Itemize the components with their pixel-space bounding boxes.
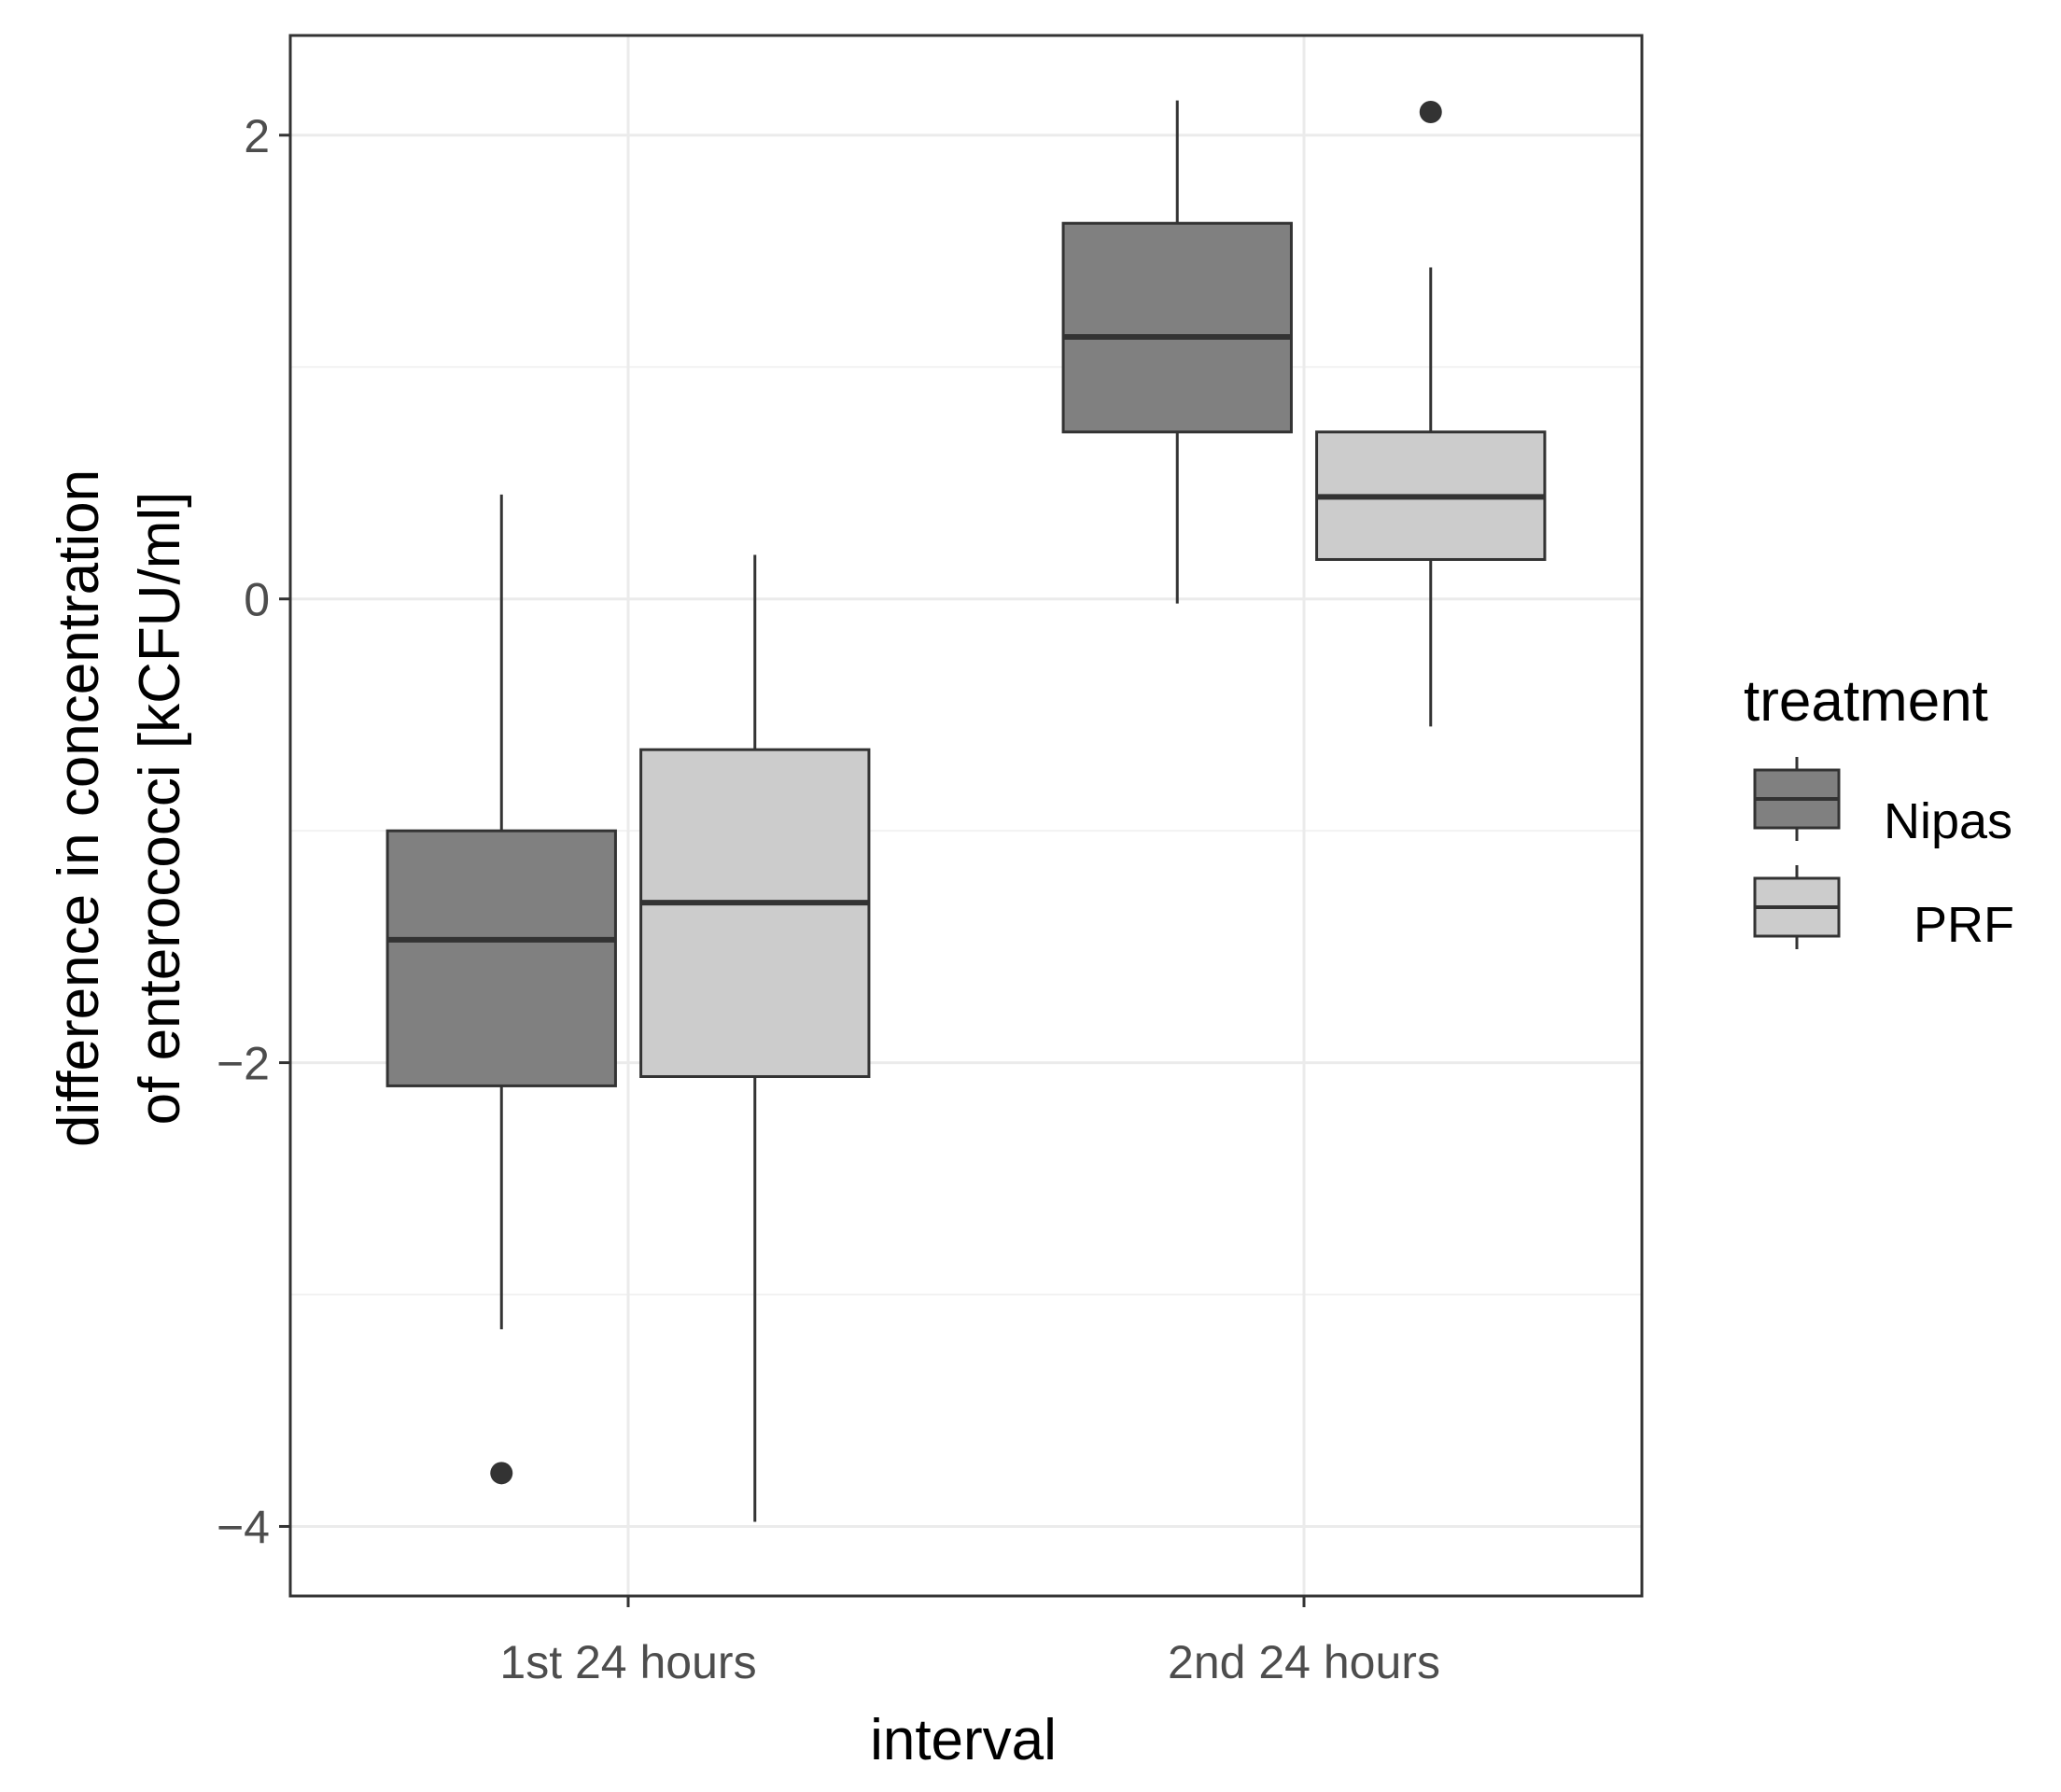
- legend-key-prf: [1753, 865, 1841, 949]
- box-prf-2: [1315, 100, 1547, 727]
- box-body: [386, 829, 617, 1087]
- panel-border: [288, 34, 1644, 1598]
- axes: −4 −2 0 2 1st 24 hours 2nd 24 hours: [217, 110, 1440, 1688]
- box-nipas-1: [386, 494, 617, 1485]
- legend-label-nipas: Nipas: [1884, 793, 2012, 849]
- outlier-point: [490, 1462, 513, 1485]
- legend: treatment Nipas PRF: [1744, 669, 2014, 953]
- y-axis-title-line-1: difference in concentration: [47, 469, 111, 1147]
- y-tick-label: 0: [244, 574, 270, 626]
- legend-label-prf: PRF: [1914, 897, 2014, 953]
- plot-data: [386, 100, 1547, 1522]
- x-tick-label: 1st 24 hours: [499, 1636, 756, 1688]
- box-nipas-2: [1061, 100, 1293, 604]
- y-tick-label: −2: [217, 1038, 270, 1090]
- box-prf-1: [639, 554, 871, 1522]
- legend-key-nipas: [1753, 757, 1841, 841]
- legend-title: treatment: [1744, 669, 1988, 734]
- y-axis-title: difference in concentration of enterococ…: [47, 469, 192, 1147]
- x-axis-title: interval: [870, 1708, 1057, 1772]
- y-tick-label: −4: [217, 1501, 270, 1553]
- outlier-point: [1419, 100, 1442, 123]
- box-body: [639, 748, 871, 1078]
- y-tick-label: 2: [244, 110, 270, 162]
- box-body: [1061, 221, 1293, 434]
- y-axis-title-line-2: of enterococci [kCFU/ml]: [128, 492, 192, 1126]
- x-tick-label: 2nd 24 hours: [1168, 1636, 1440, 1688]
